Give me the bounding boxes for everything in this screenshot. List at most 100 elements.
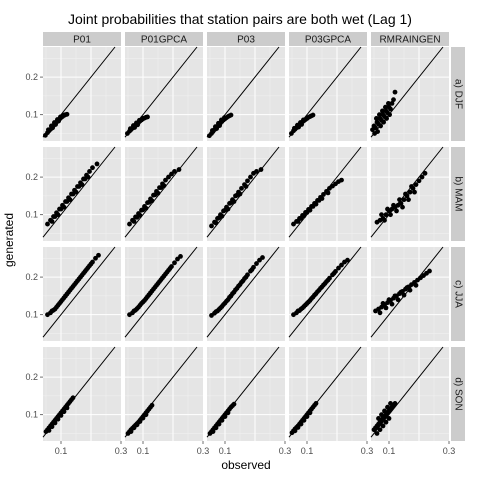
column-strip bbox=[207, 32, 285, 46]
data-point bbox=[331, 270, 337, 276]
data-point bbox=[386, 101, 391, 106]
panel-background bbox=[43, 147, 121, 241]
column-strip-label: P03 bbox=[237, 35, 255, 46]
data-point bbox=[339, 262, 344, 268]
data-point bbox=[377, 310, 383, 316]
data-point bbox=[219, 304, 225, 309]
data-point bbox=[127, 221, 132, 227]
data-point bbox=[49, 219, 55, 224]
data-point bbox=[374, 116, 379, 121]
panel-background bbox=[125, 247, 203, 341]
y-axis-label: generated bbox=[2, 213, 16, 267]
data-point bbox=[127, 126, 133, 131]
data-point bbox=[419, 174, 425, 180]
data-point bbox=[128, 429, 134, 434]
data-point bbox=[225, 410, 231, 416]
data-point bbox=[325, 190, 331, 196]
column-strip-label: RMRAINGEN bbox=[379, 35, 440, 46]
data-point bbox=[50, 125, 55, 131]
x-tick-label: 0.1 bbox=[137, 446, 150, 456]
data-point bbox=[401, 197, 407, 203]
data-point bbox=[152, 284, 158, 290]
data-point bbox=[210, 429, 216, 434]
data-point bbox=[292, 428, 298, 434]
data-point bbox=[52, 306, 58, 312]
data-point bbox=[377, 427, 383, 433]
reference-line bbox=[206, 246, 280, 338]
data-point bbox=[234, 285, 240, 291]
y-tick-label: 0.1 bbox=[25, 310, 38, 320]
data-point bbox=[310, 112, 316, 118]
row-strip-label: a) DJF bbox=[453, 79, 464, 109]
data-point bbox=[395, 297, 401, 303]
data-point bbox=[392, 401, 398, 406]
data-point bbox=[316, 197, 322, 203]
row-strip bbox=[451, 47, 465, 141]
reference-line bbox=[370, 146, 444, 238]
data-point bbox=[161, 273, 167, 279]
data-point bbox=[146, 199, 152, 205]
data-point bbox=[213, 425, 219, 431]
x-tick-label: 0.3 bbox=[197, 446, 210, 456]
data-point bbox=[298, 421, 304, 427]
panel-background bbox=[43, 347, 121, 441]
data-point bbox=[384, 116, 389, 121]
data-point bbox=[134, 422, 140, 428]
panel-background bbox=[371, 247, 449, 341]
column-strip bbox=[371, 32, 449, 46]
reference-line bbox=[42, 146, 116, 238]
data-point bbox=[131, 219, 137, 224]
data-point bbox=[58, 206, 64, 212]
data-point bbox=[155, 281, 161, 286]
data-point bbox=[377, 112, 382, 118]
data-point bbox=[245, 178, 250, 184]
data-point bbox=[313, 291, 319, 297]
data-point bbox=[422, 170, 428, 176]
data-point bbox=[225, 297, 231, 303]
data-point bbox=[373, 125, 378, 131]
y-tick-label: 0.2 bbox=[25, 172, 38, 182]
data-point bbox=[222, 207, 228, 213]
data-point bbox=[387, 112, 392, 118]
data-point bbox=[94, 161, 100, 167]
data-point bbox=[214, 126, 220, 131]
reference-line bbox=[124, 246, 198, 338]
data-point bbox=[143, 296, 149, 301]
data-point bbox=[383, 212, 389, 218]
data-point bbox=[416, 178, 422, 184]
data-point bbox=[316, 287, 322, 293]
reference-line bbox=[288, 246, 362, 338]
row-strip bbox=[451, 247, 465, 341]
data-point bbox=[228, 293, 234, 299]
data-point bbox=[339, 177, 344, 183]
data-point bbox=[70, 191, 76, 197]
data-point bbox=[398, 201, 404, 206]
data-point bbox=[85, 265, 91, 271]
data-point bbox=[292, 125, 297, 131]
data-point bbox=[55, 416, 61, 422]
data-point bbox=[386, 297, 392, 303]
data-point bbox=[82, 176, 88, 182]
data-point bbox=[388, 106, 393, 112]
data-point bbox=[64, 291, 70, 297]
data-point bbox=[398, 289, 404, 295]
data-point bbox=[391, 97, 396, 103]
data-point bbox=[46, 428, 52, 433]
y-tick-label: 0.1 bbox=[25, 410, 38, 420]
data-point bbox=[322, 281, 328, 286]
data-point bbox=[145, 114, 150, 120]
data-point bbox=[79, 272, 85, 278]
data-point bbox=[137, 302, 143, 308]
column-strip bbox=[43, 32, 121, 46]
x-tick-label: 0.1 bbox=[383, 446, 396, 456]
data-point bbox=[345, 257, 350, 263]
x-tick-label: 0.1 bbox=[55, 446, 68, 456]
data-point bbox=[87, 169, 92, 174]
column-strip-label: P01 bbox=[73, 35, 91, 46]
data-point bbox=[313, 401, 319, 406]
data-point bbox=[404, 285, 410, 291]
data-point bbox=[134, 306, 140, 312]
data-point bbox=[304, 301, 310, 306]
data-point bbox=[164, 269, 170, 275]
